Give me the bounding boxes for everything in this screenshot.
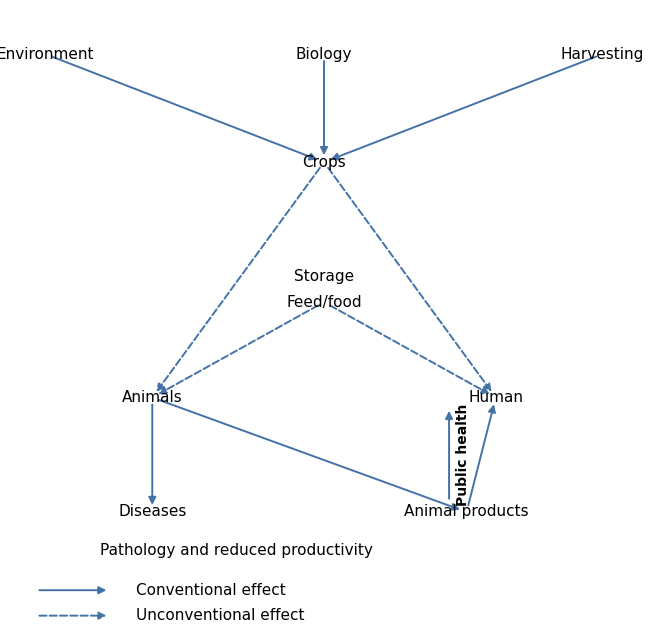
Text: Environment: Environment	[0, 46, 94, 62]
Text: Animals: Animals	[122, 390, 183, 405]
Text: Feed/food: Feed/food	[286, 294, 362, 310]
Text: Crops: Crops	[302, 155, 346, 170]
Text: Unconventional effect: Unconventional effect	[136, 608, 305, 623]
Text: Animal products: Animal products	[404, 504, 529, 520]
Text: Biology: Biology	[295, 46, 353, 62]
Text: Harvesting: Harvesting	[561, 46, 644, 62]
Text: Human: Human	[469, 390, 523, 405]
Text: Public health: Public health	[456, 404, 470, 506]
Text: Diseases: Diseases	[118, 504, 187, 520]
Text: Storage: Storage	[294, 269, 354, 284]
Text: Conventional effect: Conventional effect	[136, 583, 286, 598]
Text: Pathology and reduced productivity: Pathology and reduced productivity	[100, 543, 373, 558]
